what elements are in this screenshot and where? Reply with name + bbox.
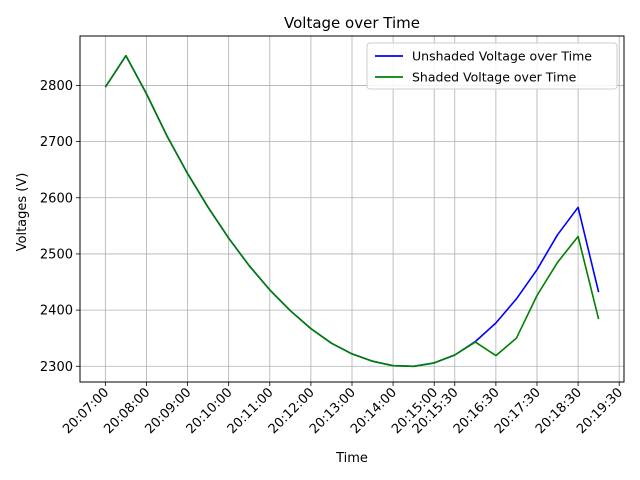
y-axis-ticks: 2300 2400 2500 2600 2700 2800 bbox=[40, 79, 80, 375]
series-line-shaded bbox=[104, 54, 600, 368]
y-tick-label: 2800 bbox=[40, 79, 73, 94]
chart-title: Voltage over Time bbox=[284, 14, 420, 32]
y-tick-label: 2400 bbox=[40, 304, 73, 319]
y-axis-label: Voltages (V) bbox=[15, 173, 30, 252]
series-lines bbox=[104, 54, 600, 368]
legend-label: Shaded Voltage over Time bbox=[412, 70, 577, 85]
legend: Unshaded Voltage over Time Shaded Voltage… bbox=[366, 42, 618, 90]
y-tick-label: 2500 bbox=[40, 247, 73, 262]
legend-box bbox=[366, 42, 618, 90]
grid-lines bbox=[80, 36, 624, 382]
y-tick-label: 2300 bbox=[40, 360, 73, 375]
x-axis-label: Time bbox=[335, 451, 368, 466]
y-tick-label: 2700 bbox=[40, 135, 73, 150]
x-axis-ticks: 20:07:0020:08:0020:09:0020:10:0020:11:00… bbox=[60, 382, 626, 437]
legend-label: Unshaded Voltage over Time bbox=[412, 49, 592, 64]
y-tick-label: 2600 bbox=[40, 191, 73, 206]
